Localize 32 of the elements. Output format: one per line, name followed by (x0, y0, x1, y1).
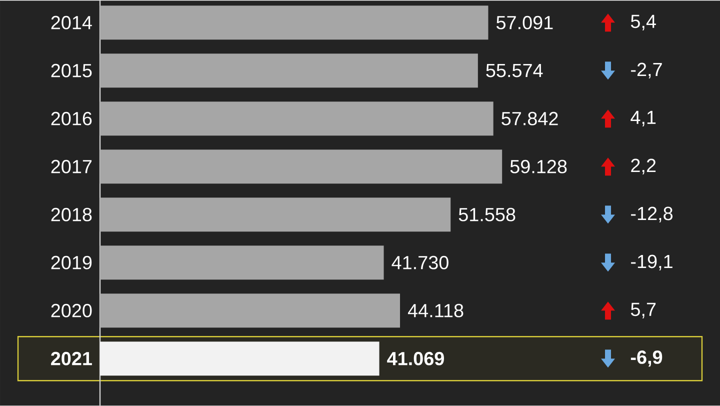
bar (100, 54, 478, 88)
y-tick-label: 2019 (51, 256, 92, 270)
text: -12,8 (631, 206, 673, 222)
y-tick-label: 2020 (51, 304, 92, 318)
bar (100, 6, 488, 40)
text: 2,2 (631, 158, 656, 174)
bar (100, 150, 502, 184)
text: 4,1 (630, 110, 656, 126)
text: 5,7 (630, 302, 656, 318)
data-label: 41.730 (392, 256, 448, 270)
text: 5,4 (630, 14, 656, 30)
bar (100, 342, 380, 376)
data-label: 44.118 (408, 304, 464, 318)
data-label: 57.091 (496, 16, 553, 30)
text: -2,7 (631, 62, 662, 78)
bar (100, 102, 494, 136)
y-tick-label: 2014 (51, 16, 92, 30)
y-tick-label: 2018 (51, 208, 92, 222)
y-tick-label: 2015 (51, 64, 92, 78)
bar (100, 246, 384, 280)
data-label: 51.558 (458, 208, 516, 222)
y-tick-label: 2017 (51, 160, 92, 174)
bar (100, 198, 451, 232)
text: -19,1 (631, 254, 672, 270)
data-label: 55.574 (486, 64, 543, 78)
y-tick-label: 2016 (51, 112, 92, 126)
y-tick-label: 2021 (51, 352, 92, 366)
data-label: 57.842 (502, 112, 558, 126)
data-label: 41.069 (387, 352, 444, 366)
data-label: 59.128 (510, 160, 567, 174)
text: -6,9 (630, 350, 662, 367)
bar (100, 294, 400, 328)
